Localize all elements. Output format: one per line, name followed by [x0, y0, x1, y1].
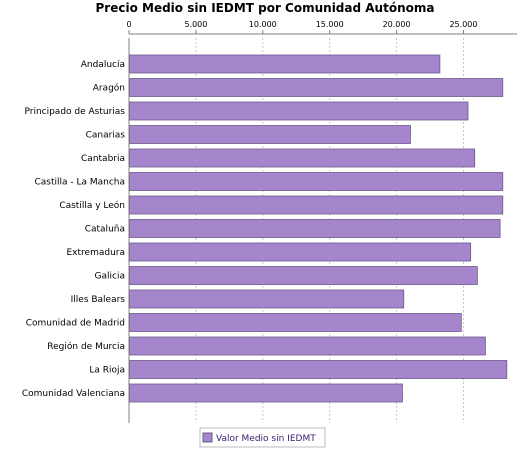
legend-swatch	[202, 432, 213, 443]
category-label: Principado de Asturias	[24, 107, 125, 117]
x-tick-label: 0	[126, 20, 131, 29]
bar	[129, 195, 504, 215]
category-label: Extremadura	[67, 248, 126, 258]
category-label: Andalucía	[81, 60, 125, 70]
category-label: Cataluña	[85, 225, 125, 235]
bar	[129, 148, 476, 168]
category-label: Aragón	[93, 83, 125, 94]
legend: Valor Medio sin IEDMT	[199, 427, 326, 448]
bar	[129, 336, 486, 356]
bar	[129, 78, 504, 97]
bar	[129, 54, 441, 74]
bar	[129, 360, 508, 379]
category-label: Galicia	[95, 272, 125, 282]
category-label: Castilla - La Mancha	[34, 178, 125, 188]
bar	[129, 383, 403, 403]
x-tick-label: 5.000	[184, 20, 207, 29]
legend-label: Valor Medio sin IEDMT	[216, 434, 316, 444]
category-label: Región de Murcia	[47, 341, 125, 352]
bar	[129, 219, 501, 238]
bars	[129, 54, 508, 403]
x-tick-label: 25.000	[449, 20, 477, 29]
bar	[129, 125, 411, 144]
category-label: Illes Balears	[71, 295, 126, 305]
category-label: Castilla y León	[59, 200, 125, 211]
bar	[129, 313, 462, 332]
category-label: La Rioja	[89, 366, 125, 376]
bar	[129, 101, 469, 121]
x-tick-label: 15.000	[316, 20, 344, 29]
legend-box	[199, 427, 326, 448]
bar	[129, 172, 504, 191]
bar	[129, 266, 478, 285]
bar	[129, 289, 405, 309]
x-tick-label: 10.000	[249, 20, 277, 29]
category-label: Canarias	[86, 131, 126, 141]
y-axis: Andalucía Aragón Principado de Asturias Can…	[22, 60, 125, 399]
category-label: Comunidad de Madrid	[26, 319, 125, 329]
bar	[129, 242, 472, 262]
category-label: Cantabria	[81, 154, 125, 164]
category-label: Comunidad Valenciana	[22, 389, 125, 399]
x-axis: 0 5.000 10.000 15.000 20.000 25.000	[126, 20, 517, 35]
chart-title: Precio Medio sin IEDMT por Comunidad Aut…	[96, 1, 435, 15]
x-tick-label: 20.000	[383, 20, 411, 29]
